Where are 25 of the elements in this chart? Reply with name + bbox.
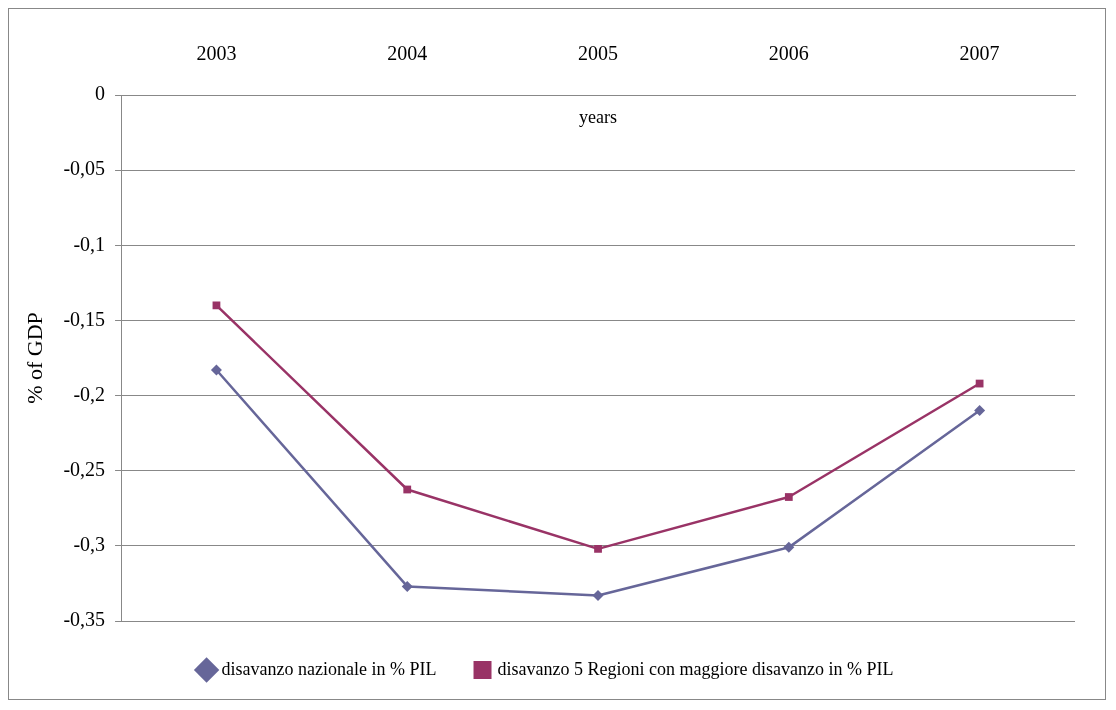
y-tick-label: 0: [95, 82, 106, 105]
x-tick-label: 2006: [768, 42, 809, 65]
y-axis-title: % of GDP: [21, 312, 47, 404]
y-tick-label: -0,1: [73, 232, 106, 255]
y-tick-label: -0,05: [63, 157, 106, 180]
y-tick-label: -0,15: [63, 307, 106, 330]
y-tick-label: -0,3: [73, 533, 106, 556]
point: [210, 364, 222, 376]
point: [974, 405, 986, 417]
y-tick-label: -0,25: [63, 457, 106, 480]
y-tick-label: -0,35: [63, 608, 106, 631]
legend-label: disavanzo nazionale in % PIL: [221, 658, 437, 679]
point: [784, 493, 793, 501]
point: [594, 544, 602, 553]
x-tick-label: 2007: [959, 42, 1000, 65]
point: [403, 485, 412, 494]
point: [592, 589, 604, 601]
x-tick-label: 2003: [196, 42, 237, 65]
y-tick-label: -0,2: [73, 382, 106, 405]
point: [783, 541, 795, 553]
x-tick-label: 2004: [387, 42, 428, 65]
x-axis-title: years: [579, 106, 618, 127]
point: [401, 580, 413, 592]
legend-label: disavanzo 5 Regioni con maggiore disavanzo in % PIL: [497, 658, 894, 679]
x-tick-label: 2005: [578, 42, 619, 65]
